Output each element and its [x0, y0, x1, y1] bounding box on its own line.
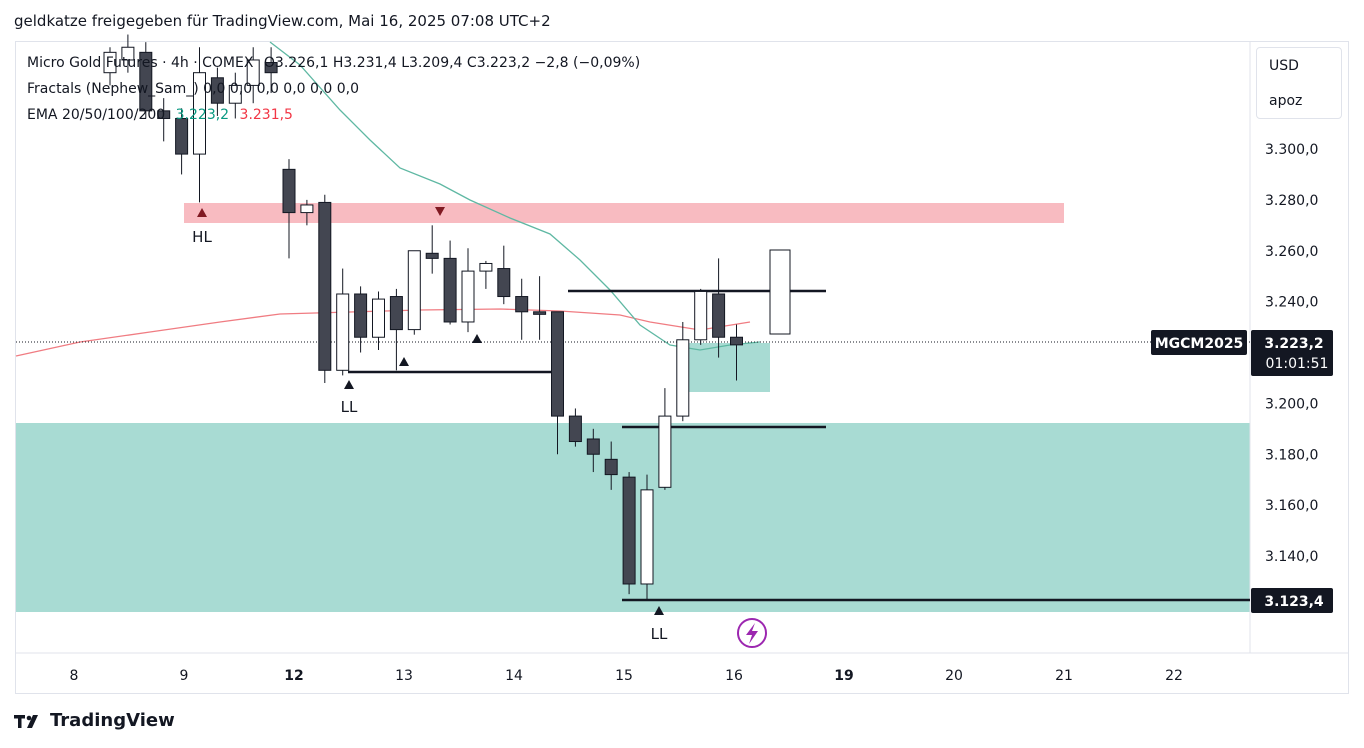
candle-body: [139, 51, 153, 112]
price-tick-label: 3.200,0: [1265, 396, 1318, 412]
fractal-down-marker: [435, 207, 445, 216]
candle-body: [515, 296, 529, 313]
candle-body: [103, 51, 117, 74]
date-tick-label: 9: [180, 668, 189, 684]
candle-body: [354, 293, 368, 338]
fractal-up-marker: [399, 357, 409, 366]
symbol-label-badge: [1151, 330, 1247, 355]
chart-frame: [15, 41, 1349, 694]
lightning-event-icon[interactable]: [737, 618, 767, 648]
fractal-up-marker: [654, 606, 664, 615]
candle-body: [533, 311, 547, 315]
candle-body: [586, 438, 600, 455]
candle-body: [730, 336, 743, 346]
date-tick-label: 15: [615, 668, 633, 684]
legend-fractals-row[interactable]: Fractals (Nephew_Sam_) 0,0 0,0 0,0 0,0 0…: [27, 81, 365, 97]
candles-group: [103, 34, 743, 600]
candle-body: [676, 339, 690, 417]
legend-ema-value-1: 3.223,2: [175, 107, 230, 123]
price-tick-label: 3.140,0: [1265, 549, 1318, 565]
ll-label: LL: [341, 398, 358, 416]
candle-body: [157, 110, 171, 119]
legend-symbol[interactable]: Micro Gold Futures · 4h · COMEX: [27, 55, 254, 71]
hl-label: HL: [192, 228, 212, 246]
candle-body: [246, 59, 260, 86]
candle-body: [228, 84, 242, 104]
fractal-up-marker: [344, 380, 354, 389]
legend-ema-row[interactable]: EMA 20/50/100/200 3.223,2 3.231,5: [27, 107, 299, 123]
price-tick-label: 3.240,0: [1265, 295, 1318, 311]
candle-body: [407, 250, 421, 331]
candle-body: [551, 311, 564, 417]
legend-symbol-row: Micro Gold Futures · 4h · COMEX O3.226,1…: [27, 55, 646, 71]
last-price-badge: [1251, 330, 1333, 376]
candle-body: [300, 204, 314, 214]
candle-body: [604, 458, 618, 476]
share-caption: geldkatze freigegeben für TradingView.co…: [14, 12, 551, 30]
tradingview-footer[interactable]: TradingView: [14, 710, 175, 731]
symbol-label-text: MGCM2025: [1155, 336, 1244, 352]
candle-body: [389, 296, 403, 331]
price-ticks-group: 3.300,0 3.280,0 3.260,0 3.240,0 3.200,0 3.180…: [1265, 142, 1318, 565]
candle-body: [193, 72, 206, 155]
price-tick-label: 3.280,0: [1265, 193, 1318, 209]
bar-countdown: 01:01:51: [1266, 356, 1329, 372]
candle-body: [264, 62, 278, 74]
low-price-value: 3.123,4: [1264, 594, 1324, 610]
currency-button[interactable]: USD: [1269, 58, 1299, 74]
candle-body: [210, 77, 224, 104]
date-tick-label: 13: [395, 668, 413, 684]
tradingview-logo-icon: [14, 714, 38, 728]
fractal-up-marker: [197, 208, 207, 217]
legend-ohlc: O3.226,1 H3.231,4 L3.209,4 C3.223,2 −2,8…: [263, 55, 641, 71]
price-tick-label: 3.260,0: [1265, 244, 1318, 260]
legend-fractals: Fractals (Nephew_Sam_) 0,0 0,0 0,0 0,0 0…: [27, 81, 359, 97]
candle-body: [497, 268, 511, 298]
candle-body: [461, 270, 475, 323]
projection-box: [769, 249, 791, 335]
candle-body: [282, 168, 296, 214]
date-tick-label: 20: [945, 668, 963, 684]
date-tick-label: 21: [1055, 668, 1073, 684]
candle-body: [694, 290, 708, 341]
candle-body: [372, 298, 385, 338]
candle-body: [658, 415, 672, 488]
date-tick-label: 16: [725, 668, 743, 684]
candle-body: [121, 46, 135, 61]
scale-settings-box: [1256, 47, 1342, 119]
price-tick-label: 3.180,0: [1265, 447, 1318, 463]
legend-ema-value-2: 3.231,5: [239, 107, 293, 123]
date-tick-label: 8: [70, 668, 79, 684]
candle-body: [175, 117, 189, 155]
candle-body: [568, 415, 582, 443]
last-price-value: 3.223,2: [1264, 336, 1323, 352]
price-tick-label: 3.160,0: [1265, 498, 1318, 514]
tradingview-brand: TradingView: [50, 710, 175, 731]
date-ticks-group: 8 9 12 13 14 15 16 19 20 21 22: [70, 668, 1183, 684]
low-price-badge: [1251, 588, 1333, 613]
candle-body: [479, 262, 493, 272]
ll-label: LL: [651, 625, 668, 643]
candle-body: [425, 252, 439, 259]
candle-body: [336, 293, 350, 371]
supply-zone: [184, 203, 1064, 223]
scale-mode-button[interactable]: apoz: [1269, 93, 1303, 109]
candle-body: [712, 293, 726, 338]
candle-body: [622, 476, 636, 585]
legend-ema-label: EMA 20/50/100/200: [27, 107, 166, 123]
price-tick-label: 3.300,0: [1265, 142, 1318, 158]
fractal-up-marker: [472, 334, 482, 343]
date-tick-label: 19: [834, 668, 853, 684]
candle-body: [318, 201, 332, 371]
date-tick-label: 12: [284, 668, 303, 684]
candle-body: [443, 257, 457, 323]
small-demand-zone: [680, 343, 770, 392]
date-tick-label: 14: [505, 668, 523, 684]
date-tick-label: 22: [1165, 668, 1183, 684]
candle-body: [640, 489, 654, 585]
